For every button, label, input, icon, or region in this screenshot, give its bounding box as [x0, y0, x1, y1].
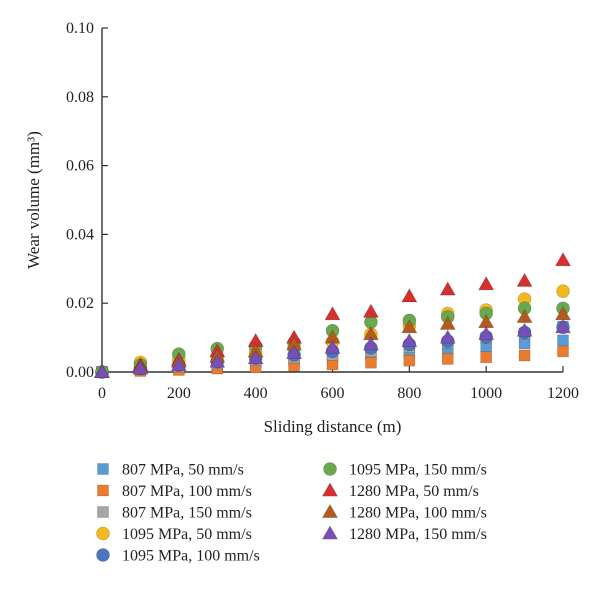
data-point — [324, 306, 341, 321]
legend: 807 MPa, 50 mm/s 807 MPa, 100 mm/s 807 MPa… — [96, 462, 487, 565]
legend-marker — [97, 484, 109, 497]
legend-label: 1095 MPa, 50 mm/s — [122, 526, 252, 543]
data-point — [362, 336, 379, 351]
legend-marker — [321, 482, 339, 497]
legend-label: 1280 MPa, 50 mm/s — [349, 483, 479, 500]
series-9 — [93, 319, 572, 378]
data-point — [516, 308, 533, 323]
data-point — [170, 357, 187, 372]
legend-marker — [96, 526, 110, 541]
y-tick-label: 0.08 — [66, 89, 94, 106]
legend-label: 807 MPa, 50 mm/s — [122, 462, 244, 479]
data-point — [556, 284, 570, 298]
x-tick-label: 600 — [321, 385, 345, 402]
legend-marker — [96, 548, 110, 562]
data-point — [401, 332, 418, 347]
legend-item: 807 MPa, 50 mm/s — [97, 462, 244, 479]
legend-label: 1280 MPa, 100 mm/s — [349, 505, 487, 522]
data-point — [441, 353, 454, 365]
data-point — [439, 329, 456, 344]
legend-item: 807 MPa, 100 mm/s — [97, 483, 252, 500]
data-point — [247, 350, 264, 365]
legend-marker — [97, 463, 109, 475]
data-point — [286, 344, 303, 360]
legend-item: 807 MPa, 150 mm/s — [97, 505, 252, 522]
data-point — [132, 360, 149, 375]
data-point — [439, 315, 456, 330]
data-points — [93, 252, 572, 379]
legend-label: 807 MPa, 100 mm/s — [122, 483, 252, 500]
data-point — [401, 319, 418, 334]
legend-item: 1095 MPa, 50 mm/s — [96, 526, 252, 543]
x-tick-label: 400 — [244, 385, 268, 402]
x-tick-label: 0 — [98, 385, 106, 402]
legend-marker — [321, 503, 339, 518]
data-point — [518, 349, 531, 362]
legend-marker — [97, 506, 109, 518]
data-point — [439, 281, 456, 296]
data-point — [478, 326, 495, 341]
legend-item: 1095 MPa, 100 mm/s — [96, 548, 260, 565]
legend-label: 1095 MPa, 100 mm/s — [122, 548, 260, 565]
legend-item: 1280 MPa, 100 mm/s — [321, 503, 487, 522]
legend-item: 1280 MPa, 50 mm/s — [321, 482, 479, 500]
legend-marker — [323, 462, 337, 476]
y-axis-ticks: 0.00 0.02 0.04 0.06 0.08 0.10 — [66, 20, 108, 381]
data-point — [516, 272, 533, 287]
x-tick-label: 800 — [397, 385, 421, 402]
x-tick-label: 200 — [167, 385, 191, 402]
y-tick-label: 0.04 — [66, 226, 94, 243]
data-point — [401, 288, 418, 303]
data-point — [480, 351, 492, 364]
data-point — [554, 319, 572, 334]
y-tick-label: 0.02 — [66, 295, 94, 312]
y-axis-title: Wear volume (mm³) — [24, 131, 43, 269]
y-tick-label: 0.06 — [66, 158, 94, 175]
data-point — [209, 353, 226, 368]
x-tick-label: 1200 — [547, 385, 579, 402]
legend-label: 807 MPa, 150 mm/s — [122, 505, 252, 522]
data-point — [518, 337, 531, 350]
data-point — [362, 303, 379, 318]
y-tick-label: 0.10 — [66, 20, 94, 37]
y-tick-label: 0.00 — [66, 364, 94, 381]
legend-item: 1280 MPa, 150 mm/s — [321, 525, 487, 543]
legend-label: 1280 MPa, 150 mm/s — [349, 526, 487, 543]
x-axis-title: Sliding distance (m) — [264, 417, 402, 436]
plot-frame — [101, 28, 563, 373]
data-point — [554, 252, 572, 267]
data-point — [557, 334, 569, 347]
data-point — [365, 356, 377, 369]
data-point — [403, 354, 416, 367]
data-point — [516, 322, 533, 337]
data-point — [478, 276, 495, 291]
data-point — [557, 345, 569, 358]
legend-marker — [321, 525, 339, 540]
legend-label: 1095 MPa, 150 mm/s — [349, 462, 487, 479]
legend-item: 1095 MPa, 150 mm/s — [323, 462, 487, 479]
data-point — [324, 339, 341, 354]
x-axis-ticks: 0 200 400 600 800 1000 1200 — [98, 366, 579, 402]
data-point — [93, 363, 111, 378]
x-tick-label: 1000 — [470, 385, 502, 402]
